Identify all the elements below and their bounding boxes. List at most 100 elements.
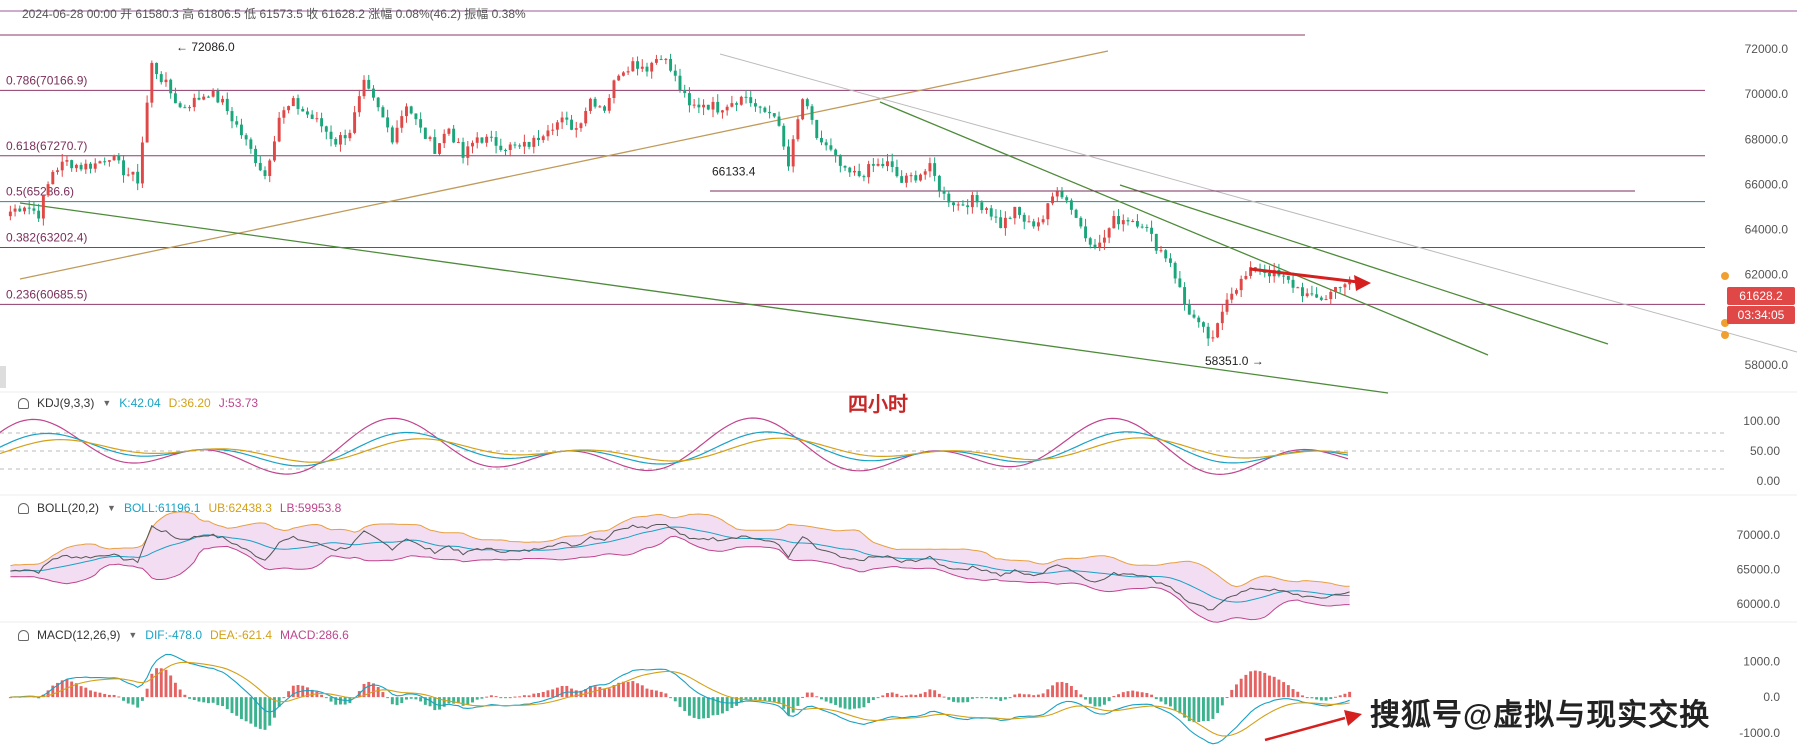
macd-histogram-bar xyxy=(74,683,78,698)
candle-body xyxy=(324,126,328,132)
candle-body xyxy=(989,208,993,217)
candle-body xyxy=(1216,323,1220,338)
candle-body xyxy=(636,61,640,69)
macd-histogram-bar xyxy=(296,685,300,698)
candle-body xyxy=(631,61,635,72)
macd-histogram-bar xyxy=(749,697,753,700)
macd-histogram-bar xyxy=(334,697,338,705)
macd-dea-value: DEA:-621.4 xyxy=(210,628,273,642)
macd-histogram-bar xyxy=(1036,694,1040,698)
boll-indicator-header[interactable]: BOLL(20,2) ▼ BOLL:61196.1 UB:62438.3 LB:… xyxy=(18,501,341,515)
level-annotation: 66133.4 xyxy=(712,164,756,178)
candle-body xyxy=(1220,311,1224,324)
bell-icon[interactable] xyxy=(18,502,29,514)
macd-histogram-bar xyxy=(527,695,531,698)
kdj-indicator-header[interactable]: KDJ(9,3,3) ▼ K:42.04 D:36.20 J:53.73 xyxy=(18,396,258,410)
candle-body xyxy=(107,160,111,162)
macd-histogram-bar xyxy=(706,697,710,719)
macd-histogram-bar xyxy=(485,696,489,698)
candle-body xyxy=(1013,206,1017,219)
candle-body xyxy=(79,164,83,170)
candle-body xyxy=(456,142,460,144)
candle-body xyxy=(645,66,649,72)
resistance-line-1 xyxy=(879,101,1489,356)
macd-histogram-bar xyxy=(829,697,833,704)
boll-tick-label: 65000.0 xyxy=(1737,563,1781,577)
candle-body xyxy=(508,144,512,150)
chevron-down-icon[interactable]: ▼ xyxy=(107,503,116,513)
macd-histogram-bar xyxy=(414,697,418,700)
macd-histogram-bar xyxy=(339,697,342,705)
macd-histogram-bar xyxy=(739,697,743,703)
macd-histogram-bar xyxy=(1135,691,1139,698)
macd-histogram-bar xyxy=(900,695,904,698)
macd-histogram-bar xyxy=(631,681,635,698)
macd-histogram-bar xyxy=(904,695,908,698)
candle-body xyxy=(1230,293,1234,300)
candle-body xyxy=(654,59,658,63)
candle-body xyxy=(687,93,691,106)
candle-body xyxy=(173,93,177,104)
bell-icon[interactable] xyxy=(18,397,29,409)
macd-histogram-bar xyxy=(178,689,182,698)
candle-body xyxy=(1178,278,1182,288)
candle-body xyxy=(423,127,427,139)
macd-histogram-bar xyxy=(975,697,979,699)
candle-body xyxy=(1065,197,1069,201)
macd-histogram-bar xyxy=(98,692,102,698)
candle-body xyxy=(716,101,720,113)
macd-histogram-bar xyxy=(249,697,253,724)
candle-body xyxy=(1008,217,1012,219)
macd-histogram-bar xyxy=(970,697,974,699)
macd-histogram-bar xyxy=(598,687,602,698)
macd-histogram-bar xyxy=(999,697,1003,701)
candle-body xyxy=(1225,299,1229,312)
macd-histogram-bar xyxy=(1272,676,1276,698)
macd-histogram-bar xyxy=(107,694,111,698)
macd-histogram-bar xyxy=(820,697,823,700)
red-arrow-line xyxy=(1249,267,1359,284)
candle-body xyxy=(1051,196,1055,204)
candle-body xyxy=(975,195,979,203)
macd-histogram-bar xyxy=(513,696,517,698)
macd-histogram-bar xyxy=(966,697,970,703)
kdj-d-line xyxy=(0,437,1349,463)
macd-histogram-bar xyxy=(541,692,545,698)
candle-body xyxy=(584,110,588,124)
macd-histogram-bar xyxy=(1150,694,1154,698)
macd-histogram-bar xyxy=(164,669,168,698)
macd-dif-value: DIF:-478.0 xyxy=(145,628,202,642)
macd-histogram-bar xyxy=(985,697,988,699)
candle-body xyxy=(909,175,913,177)
boll-lb-value: LB:59953.8 xyxy=(279,501,342,515)
candle-body xyxy=(890,161,894,167)
red-arrow-head xyxy=(1354,275,1371,291)
candle-body xyxy=(1074,209,1078,218)
macd-indicator-header[interactable]: MACD(12,26,9) ▼ DIF:-478.0 DEA:-621.4 MA… xyxy=(18,628,349,642)
candle-body xyxy=(409,106,413,114)
macd-histogram-bar xyxy=(480,697,484,699)
ohlc-info-line: 2024-06-28 00:00 开 61580.3 高 61806.5 低 6… xyxy=(22,7,526,21)
macd-histogram-bar xyxy=(126,697,130,704)
chevron-down-icon[interactable]: ▼ xyxy=(128,630,138,640)
bell-icon[interactable] xyxy=(18,629,29,641)
macd-histogram-bar xyxy=(1348,691,1352,698)
macd-histogram-bar xyxy=(1022,694,1026,698)
macd-histogram-bar xyxy=(961,697,965,703)
candle-body xyxy=(1003,217,1007,229)
candle-body xyxy=(475,137,479,143)
macd-histogram-bar xyxy=(1112,695,1116,698)
chevron-down-icon[interactable]: ▼ xyxy=(102,398,112,408)
candle-body xyxy=(678,75,682,91)
macd-histogram-bar xyxy=(1244,674,1248,698)
macd-histogram-bar xyxy=(574,690,578,698)
boll-pane: 70000.0 65000.0 60000.0 xyxy=(10,511,1781,623)
boll-mid-value: BOLL:61196.1 xyxy=(123,501,201,515)
macd-histogram-bar xyxy=(1003,697,1007,700)
macd-histogram-bar xyxy=(475,697,479,700)
candle-body xyxy=(900,176,904,183)
candle-body xyxy=(1334,287,1337,292)
macd-histogram-bar xyxy=(1121,692,1125,698)
candle-body xyxy=(980,202,984,210)
macd-histogram-bar xyxy=(1088,697,1092,704)
